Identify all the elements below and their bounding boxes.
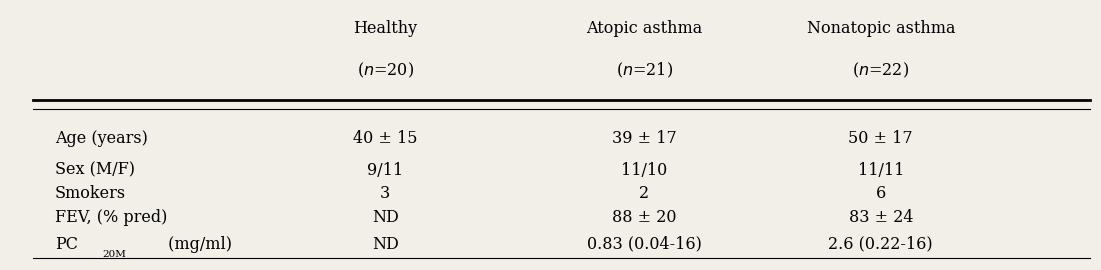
Text: Nonatopic asthma: Nonatopic asthma <box>807 20 955 37</box>
Text: 0.83 (0.04-16): 0.83 (0.04-16) <box>587 236 701 253</box>
Text: PC: PC <box>55 236 78 253</box>
Text: ($n$=22): ($n$=22) <box>852 61 909 80</box>
Text: 83 ± 24: 83 ± 24 <box>849 209 913 226</box>
Text: 11/11: 11/11 <box>858 162 904 179</box>
Text: Healthy: Healthy <box>353 20 417 37</box>
Text: 50 ± 17: 50 ± 17 <box>849 130 913 147</box>
Text: Sex (M/F): Sex (M/F) <box>55 162 135 179</box>
Text: 88 ± 20: 88 ± 20 <box>612 209 676 226</box>
Text: 20M: 20M <box>102 250 127 259</box>
Text: 3: 3 <box>380 185 391 202</box>
Text: ($n$=21): ($n$=21) <box>615 61 673 80</box>
Text: 39 ± 17: 39 ± 17 <box>612 130 676 147</box>
Text: ND: ND <box>372 236 399 253</box>
Text: Atopic asthma: Atopic asthma <box>586 20 702 37</box>
Text: 2: 2 <box>639 185 650 202</box>
Text: 9/11: 9/11 <box>368 162 403 179</box>
Text: Smokers: Smokers <box>55 185 127 202</box>
Text: ($n$=20): ($n$=20) <box>357 61 414 80</box>
Text: Age (years): Age (years) <box>55 130 148 147</box>
Text: 11/10: 11/10 <box>621 162 667 179</box>
Text: 40 ± 15: 40 ± 15 <box>353 130 417 147</box>
Text: 6: 6 <box>875 185 886 202</box>
Text: FEV, (% pred): FEV, (% pred) <box>55 209 167 226</box>
Text: (mg/ml): (mg/ml) <box>163 236 232 253</box>
Text: 2.6 (0.22-16): 2.6 (0.22-16) <box>828 236 934 253</box>
Text: ND: ND <box>372 209 399 226</box>
